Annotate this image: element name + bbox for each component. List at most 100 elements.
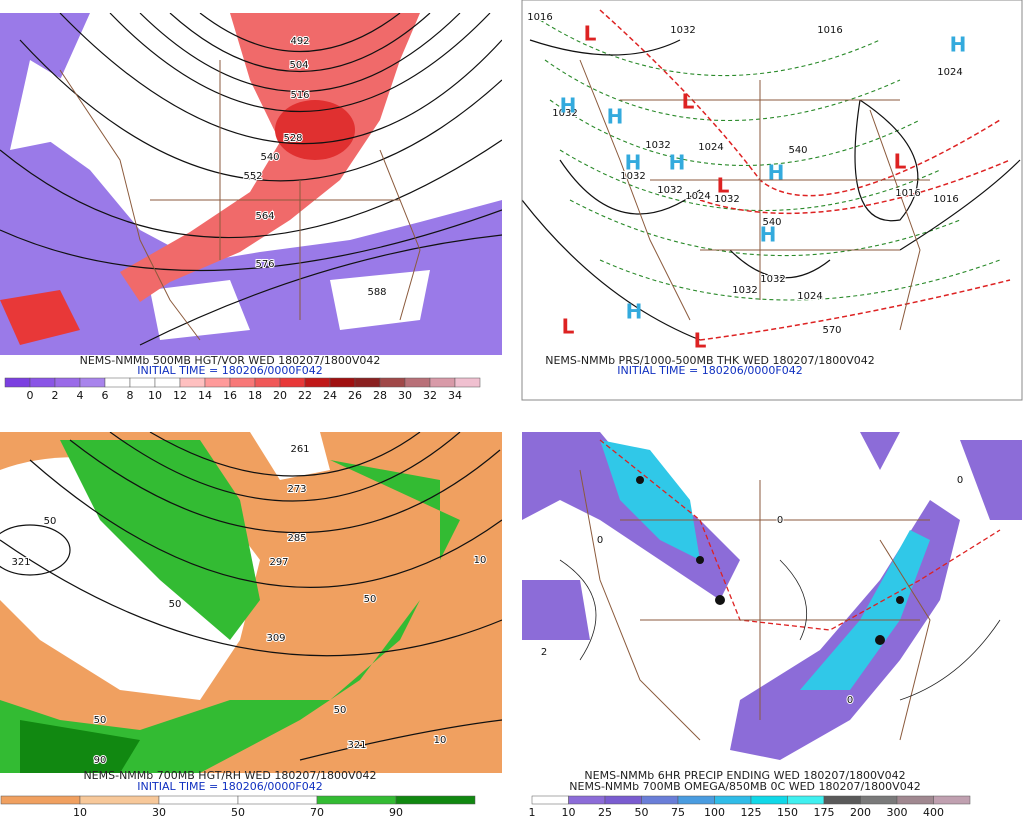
colorbar-swatch: [677, 795, 715, 805]
colorbar-label: 10: [73, 806, 87, 819]
contour-label: 1024: [797, 291, 822, 302]
pressure-center: L: [682, 90, 695, 114]
contour-label: 1032: [645, 140, 670, 151]
colorbar-label: 22: [298, 389, 312, 402]
contour-label: 1032: [670, 25, 695, 36]
contour-label: 504: [289, 60, 308, 71]
contour-label: 321: [347, 740, 366, 751]
panel-frame: [521, 0, 1023, 401]
colorbar-swatch: [29, 377, 56, 388]
contour-label: 1024: [698, 142, 723, 153]
colorbar-swatch: [179, 377, 206, 388]
colorbar-swatch: [158, 795, 239, 805]
contour-label: 2: [541, 647, 547, 658]
colorbar-label: 6: [102, 389, 109, 402]
colorbar-swatch: [896, 795, 934, 805]
colorbar-swatch: [860, 795, 898, 805]
colorbar-label: 18: [248, 389, 262, 402]
contour-label: 1032: [620, 171, 645, 182]
colorbar-swatch: [454, 377, 481, 388]
contour-label: 1032: [760, 274, 785, 285]
contour-label: 0: [597, 535, 603, 546]
contour-label: 50: [169, 599, 182, 610]
colorbar-swatch: [79, 377, 106, 388]
pressure-center: H: [950, 33, 967, 57]
contour-label: 321: [11, 557, 30, 568]
pressure-center: L: [562, 315, 575, 339]
colorbar-label: 16: [223, 389, 237, 402]
contour-label: 570: [822, 325, 841, 336]
contour-label: 0: [777, 515, 783, 526]
colorbar-label: 0: [27, 389, 34, 402]
colorbar-swatch: [229, 377, 256, 388]
panel-caption: NEMS-NMMb PRS/1000-500MB THK WED 180207/…: [545, 354, 874, 367]
panel-caption: INITIAL TIME = 180206/0000F042: [137, 364, 322, 377]
colorbar-swatch: [4, 377, 31, 388]
colorbar-label: 25: [598, 806, 612, 819]
pressure-center: H: [626, 300, 643, 324]
contour-label: 10: [474, 555, 487, 566]
colorbar-swatch: [204, 377, 231, 388]
pressure-center: H: [625, 151, 642, 175]
pressure-center: H: [669, 151, 686, 175]
pressure-center: L: [894, 150, 907, 174]
contour-label: 50: [364, 594, 377, 605]
colorbar-swatch: [531, 795, 569, 805]
contour-label: 1032: [552, 108, 577, 119]
contour-label: 1032: [732, 285, 757, 296]
colorbar-swatch: [237, 795, 318, 805]
colorbar-label: 100: [704, 806, 725, 819]
contour-label: 588: [367, 287, 386, 298]
colorbar-label: 75: [671, 806, 685, 819]
colorbar-swatch: [129, 377, 156, 388]
colorbar-label: 2: [52, 389, 59, 402]
contour-label: 50: [334, 705, 347, 716]
panel-caption: NEMS-NMMb 700MB HGT/RH WED 180207/1800V0…: [83, 769, 376, 782]
pressure-center: L: [694, 329, 707, 353]
contour-label: 261: [290, 444, 309, 455]
contour-label: 552: [243, 171, 262, 182]
contour-label: 576: [255, 259, 274, 270]
colorbar-swatch: [0, 795, 81, 805]
colorbar-swatch: [568, 795, 606, 805]
colorbar-swatch: [154, 377, 181, 388]
colorbar-label: 175: [814, 806, 835, 819]
panel-caption: NEMS-NMMb 6HR PRECIP ENDING WED 180207/1…: [584, 769, 905, 782]
contour-label: 1016: [933, 194, 958, 205]
colorbar-swatch: [379, 377, 406, 388]
panel-caption: NEMS-NMMb 700MB OMEGA/850MB 0C WED 18020…: [569, 780, 920, 793]
colorbar-label: 26: [348, 389, 362, 402]
colorbar-label: 28: [373, 389, 387, 402]
pressure-center: L: [584, 22, 597, 46]
contour-label: 1032: [657, 185, 682, 196]
pressure-center: H: [760, 223, 777, 247]
colorbar-label: 32: [423, 389, 437, 402]
colorbar-swatch: [304, 377, 331, 388]
colorbar-label: 34: [448, 389, 462, 402]
colorbar-label: 50: [231, 806, 245, 819]
panel-caption: NEMS-NMMb 500MB HGT/VOR WED 180207/1800V…: [80, 354, 381, 367]
map-precip: [522, 432, 1024, 773]
contour-label: 1016: [817, 25, 842, 36]
contour-label: 297: [269, 557, 288, 568]
contour-label: 492: [290, 36, 309, 47]
colorbar-label: 14: [198, 389, 212, 402]
contour-label: 309: [266, 633, 285, 644]
contour-label: 516: [290, 90, 309, 101]
colorbar-label: 300: [887, 806, 908, 819]
contour-label: 90: [94, 755, 107, 766]
panel-caption: INITIAL TIME = 180206/0000F042: [617, 364, 802, 377]
colorbar-label: 50: [635, 806, 649, 819]
contour-label: 540: [788, 145, 807, 156]
colorbar-swatch: [604, 795, 642, 805]
colorbar-swatch: [254, 377, 281, 388]
colorbar-label: 1: [529, 806, 536, 819]
colorbar-swatch: [933, 795, 971, 805]
colorbar-swatch: [429, 377, 456, 388]
colorbar-swatch: [279, 377, 306, 388]
pressure-center: H: [607, 105, 624, 129]
colorbar-label: 30: [398, 389, 412, 402]
pressure-center: L: [717, 174, 730, 198]
colorbar-swatch: [750, 795, 788, 805]
